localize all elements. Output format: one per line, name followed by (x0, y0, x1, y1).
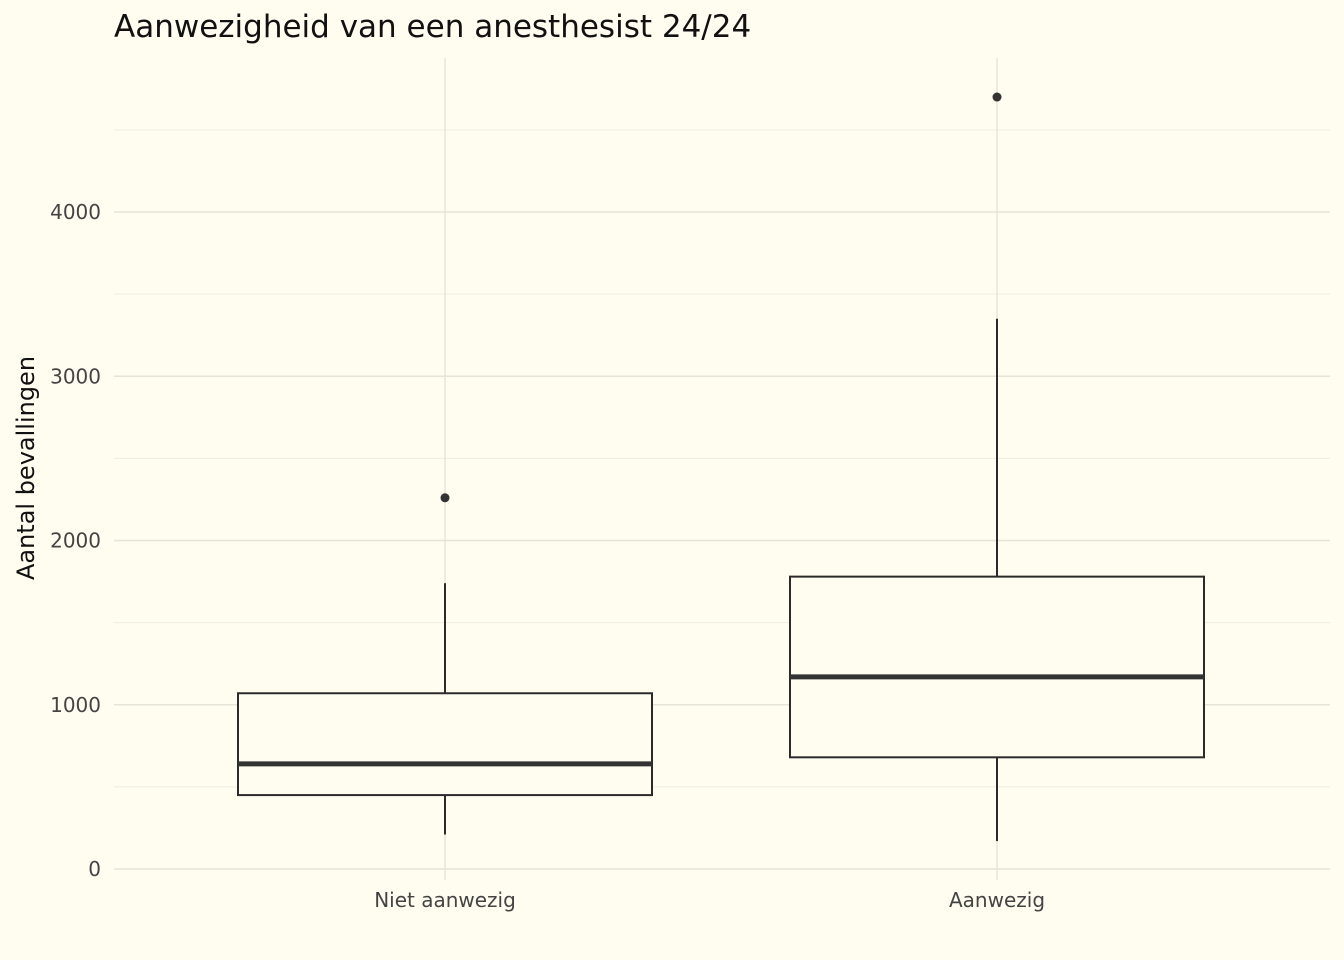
y-tick-labels: 0 1000 2000 3000 4000 (50, 200, 101, 881)
x-tick-label: Niet aanwezig (374, 888, 516, 912)
box-niet-aanwezig (237, 493, 653, 835)
y-tick-label: 2000 (50, 529, 101, 553)
outlier-point (440, 493, 450, 503)
y-tick-label: 0 (88, 857, 101, 881)
y-axis-label: Aantal bevallingen (12, 356, 40, 580)
outlier-point (992, 92, 1002, 102)
iqr-box (237, 692, 653, 797)
y-tick-label: 1000 (50, 693, 101, 717)
iqr-box (789, 575, 1205, 759)
chart-title: Aanwezigheid van een anesthesist 24/24 (114, 9, 751, 45)
x-tick-labels: Niet aanwezig Aanwezig (374, 888, 1045, 912)
x-tick-label: Aanwezig (949, 888, 1045, 912)
boxes-layer (237, 92, 1205, 842)
y-tick-label: 3000 (50, 364, 101, 388)
y-tick-label: 4000 (50, 200, 101, 224)
box-aanwezig (789, 92, 1205, 842)
